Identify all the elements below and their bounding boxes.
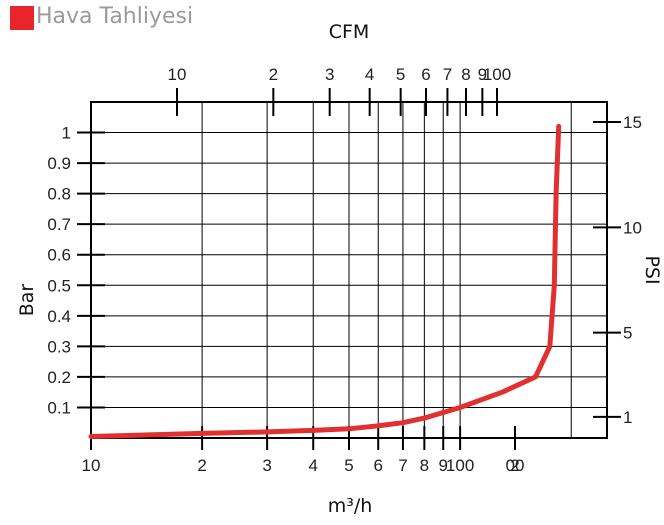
top-axis-title: CFM <box>329 21 370 43</box>
header: Hava Tahliyesi <box>0 0 664 40</box>
right-tick-label: 1 <box>623 408 632 427</box>
top-tick-label: 6 <box>421 65 430 84</box>
left-tick-label: 0.2 <box>47 368 71 387</box>
series <box>88 123 562 439</box>
top-tick-label: 100 <box>483 65 511 84</box>
top-tick-label: 5 <box>396 65 405 84</box>
top-tick-label: 10 <box>168 65 187 84</box>
bottom-tick-label: 6 <box>373 456 382 475</box>
left-axis-title: Bar <box>16 284 38 317</box>
left-tick-label: 0.1 <box>47 398 71 417</box>
bottom-tick-label: 3 <box>262 456 271 475</box>
right-tick-label: 15 <box>623 113 642 132</box>
bottom-tick-label: 2 <box>197 456 206 475</box>
left-tick-label: 0.4 <box>47 307 71 326</box>
left-tick-label: 0.7 <box>47 215 71 234</box>
top-tick-label: 2 <box>269 65 278 84</box>
bottom-tick-label: 7 <box>398 456 407 475</box>
bottom-tick-label: 8 <box>420 456 429 475</box>
brand-square-icon <box>10 6 34 30</box>
top-tick-label: 9 <box>478 65 487 84</box>
bottom-tick-label: 5 <box>344 456 353 475</box>
left-tick-label: 0.3 <box>47 337 71 356</box>
bottom-tick-label: 00 <box>506 456 525 475</box>
page-title: Hava Tahliyesi <box>36 4 194 29</box>
top-tick-label: 8 <box>461 65 470 84</box>
bottom-tick-label: 10 <box>82 456 101 475</box>
right-axis-title: PSI <box>641 255 663 284</box>
top-tick-label: 4 <box>365 65 374 84</box>
bottom-tick-label: 100 <box>446 456 474 475</box>
left-tick-label: 0.8 <box>47 185 71 204</box>
left-tick-label: 1 <box>62 124 71 143</box>
right-tick-label: 10 <box>623 218 642 237</box>
bottom-tick-label: 2 <box>510 456 519 475</box>
left-tick-label: 0.9 <box>47 154 71 173</box>
left-tick-label: 0.6 <box>47 246 71 265</box>
top-tick-label: 3 <box>325 65 334 84</box>
top-tick-label: 7 <box>443 65 452 84</box>
right-tick-label: 5 <box>623 324 632 343</box>
bottom-tick-label: 4 <box>308 456 317 475</box>
ticks <box>77 88 621 450</box>
grid <box>91 102 607 438</box>
bottom-axis-title: m³/h <box>328 495 373 517</box>
performance-curve <box>88 123 562 439</box>
bottom-tick-label: 9 <box>438 456 447 475</box>
left-tick-label: 0.5 <box>47 276 71 295</box>
